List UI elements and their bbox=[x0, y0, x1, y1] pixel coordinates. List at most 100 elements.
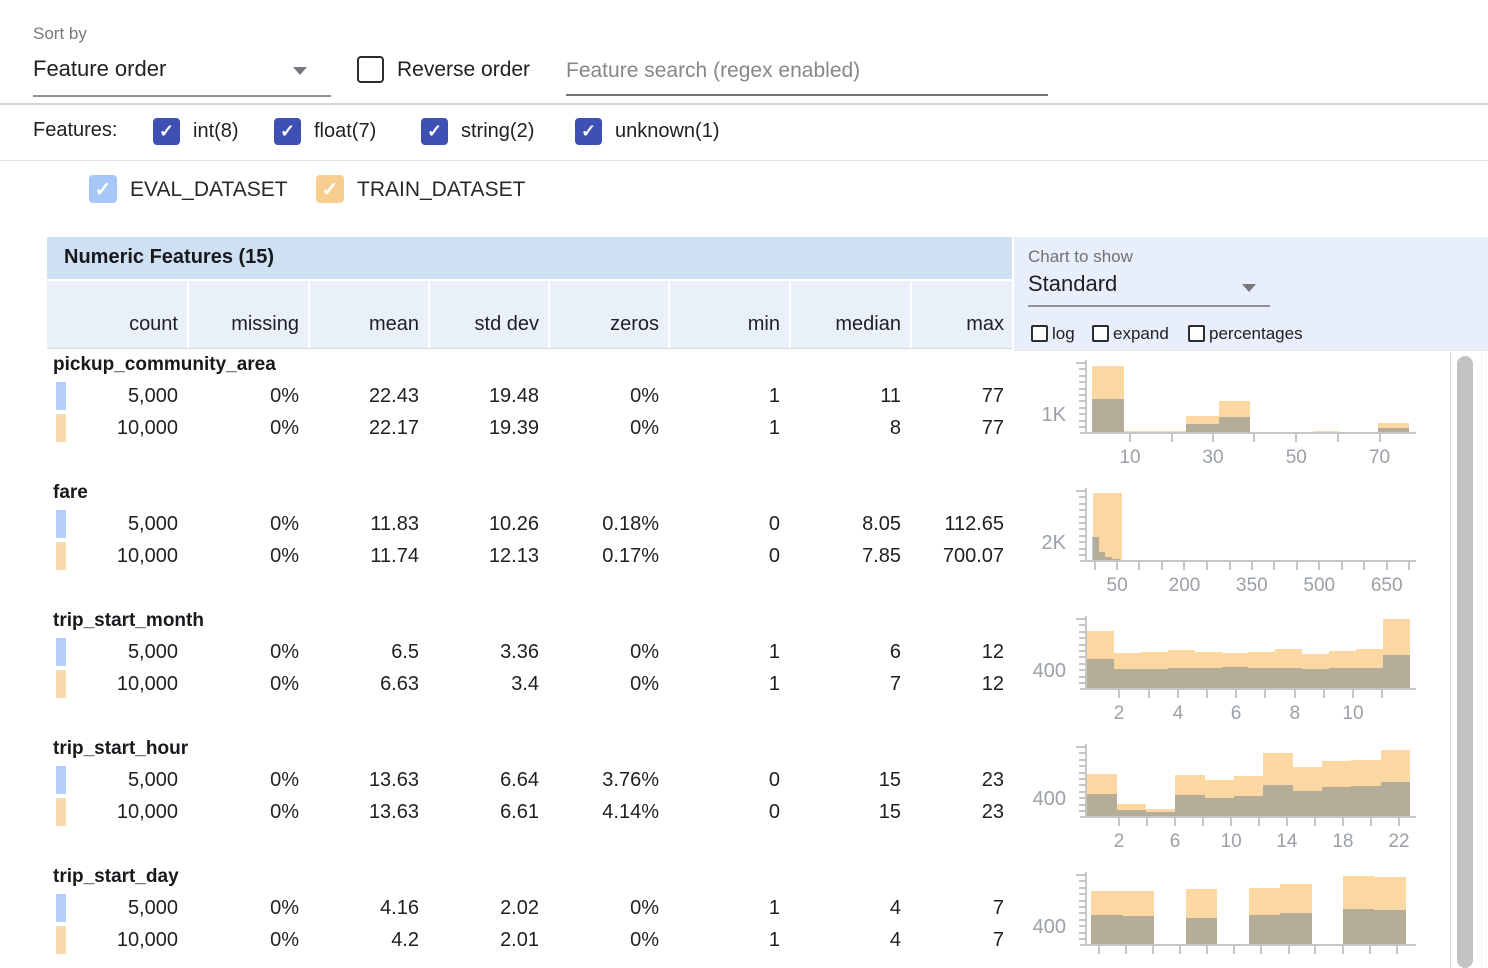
histogram-bar-eval_dataset bbox=[1186, 424, 1218, 432]
y-axis-tick bbox=[1079, 631, 1085, 633]
y-axis-tick bbox=[1079, 503, 1085, 505]
stats-column-header-row: countmissingmeanstd devzerosminmedianmax bbox=[47, 281, 1012, 348]
histogram-bar-eval_dataset bbox=[1091, 915, 1123, 944]
x-axis-tick bbox=[1183, 562, 1185, 570]
histogram-bar-eval_dataset bbox=[1112, 559, 1120, 560]
y-axis-tick bbox=[1076, 490, 1085, 492]
chart-option-checkbox-expand[interactable] bbox=[1092, 325, 1109, 342]
feature-type-checkbox-float[interactable]: ✓ bbox=[274, 118, 301, 145]
sort-select-underline bbox=[33, 95, 331, 97]
x-axis-tick bbox=[1230, 818, 1232, 826]
x-axis-line bbox=[1080, 560, 1416, 562]
y-axis-tick bbox=[1079, 682, 1085, 684]
y-axis-tick bbox=[1079, 548, 1085, 550]
feature-search-input[interactable] bbox=[566, 52, 1046, 90]
x-tick-label: 10 bbox=[1201, 831, 1261, 853]
y-axis-tick bbox=[1079, 381, 1085, 383]
x-axis-tick bbox=[1212, 434, 1214, 442]
chart-option-checkbox-log[interactable] bbox=[1031, 325, 1048, 342]
x-axis-tick bbox=[1098, 946, 1100, 954]
chart-type-select[interactable]: Standard bbox=[1028, 271, 1117, 297]
x-axis-tick bbox=[1202, 818, 1204, 826]
x-axis-tick bbox=[1116, 562, 1118, 570]
x-axis-tick bbox=[1138, 562, 1140, 570]
dataset-checkbox-eval_dataset[interactable]: ✓ bbox=[89, 175, 117, 203]
x-axis-tick bbox=[1129, 434, 1131, 442]
x-tick-label: 500 bbox=[1289, 575, 1349, 597]
x-axis-tick bbox=[1152, 946, 1154, 954]
feature-type-label-string: string(2) bbox=[461, 120, 534, 143]
histogram-trip_start_day: 400 bbox=[1014, 864, 1450, 968]
histogram-bar-eval_dataset bbox=[1146, 812, 1175, 816]
y-axis-tick bbox=[1079, 887, 1085, 889]
x-tick-label: 6 bbox=[1206, 703, 1266, 725]
feature-name: pickup_community_area bbox=[53, 354, 276, 376]
reverse-order-label: Reverse order bbox=[397, 58, 530, 82]
x-axis-tick bbox=[1094, 562, 1096, 570]
x-tick-label: 70 bbox=[1350, 447, 1410, 469]
x-axis-tick bbox=[1118, 690, 1120, 698]
dataset-checkbox-train_dataset[interactable]: ✓ bbox=[316, 175, 344, 203]
chevron-down-icon bbox=[1242, 284, 1256, 292]
chart-option-checkbox-percentages[interactable] bbox=[1188, 325, 1205, 342]
histogram-fare: 2K50200350500650 bbox=[1014, 480, 1450, 608]
stat-value-max: 7 bbox=[854, 897, 1004, 920]
scrollbar-track-border bbox=[1481, 352, 1482, 968]
numeric-features-title: Numeric Features (15) bbox=[64, 246, 274, 269]
histogram-bar-eval_dataset bbox=[1087, 794, 1116, 816]
y-axis-tick bbox=[1079, 426, 1085, 428]
x-axis-tick bbox=[1314, 946, 1316, 954]
column-separator bbox=[668, 281, 670, 348]
y-axis-tick bbox=[1079, 919, 1085, 921]
column-separator bbox=[428, 281, 430, 348]
x-axis-tick bbox=[1341, 562, 1343, 570]
x-tick-label: 650 bbox=[1357, 575, 1417, 597]
y-axis-tick bbox=[1079, 906, 1085, 908]
stat-value-max: 12 bbox=[854, 641, 1004, 664]
x-tick-label: 30 bbox=[1183, 447, 1243, 469]
histogram-bar-eval_dataset bbox=[1293, 791, 1322, 816]
feature-type-checkbox-string[interactable]: ✓ bbox=[421, 118, 448, 145]
x-axis-tick bbox=[1342, 818, 1344, 826]
y-axis-label: 1K bbox=[1016, 404, 1066, 427]
y-axis-tick bbox=[1079, 797, 1085, 799]
y-axis-tick bbox=[1079, 644, 1085, 646]
column-header-max: max bbox=[854, 313, 1004, 336]
column-separator bbox=[789, 281, 791, 348]
x-axis-tick bbox=[1260, 946, 1262, 954]
scrollbar-thumb[interactable] bbox=[1457, 356, 1473, 968]
feature-type-label-float: float(7) bbox=[314, 120, 376, 143]
y-axis-tick bbox=[1079, 400, 1085, 402]
sort-order-select[interactable]: Feature order bbox=[33, 54, 331, 94]
histogram-bar-eval_dataset bbox=[1186, 918, 1217, 944]
feature-type-checkbox-int[interactable]: ✓ bbox=[153, 118, 180, 145]
histogram-bar-eval_dataset bbox=[1280, 913, 1311, 944]
histogram-bar-eval_dataset bbox=[1378, 428, 1409, 432]
histogram-bar-eval_dataset bbox=[1195, 668, 1222, 688]
y-axis-tick bbox=[1079, 375, 1085, 377]
y-axis-tick bbox=[1079, 925, 1085, 927]
y-axis-tick bbox=[1079, 669, 1085, 671]
histogram-bar-eval_dataset bbox=[1087, 659, 1114, 688]
x-tick-label: 22 bbox=[1369, 831, 1429, 853]
x-axis-line bbox=[1080, 944, 1416, 946]
search-input-underline bbox=[566, 94, 1048, 96]
stat-value-max: 77 bbox=[854, 417, 1004, 440]
divider bbox=[0, 160, 1488, 161]
x-tick-label: 10 bbox=[1323, 703, 1383, 725]
histogram-bar-eval_dataset bbox=[1114, 669, 1141, 688]
x-axis-tick bbox=[1229, 562, 1231, 570]
histogram-bar-eval_dataset bbox=[1302, 669, 1329, 688]
y-axis-tick bbox=[1079, 650, 1085, 652]
divider bbox=[0, 103, 1488, 105]
x-axis-tick bbox=[1179, 946, 1181, 954]
y-axis-tick bbox=[1076, 746, 1085, 748]
reverse-order-checkbox[interactable] bbox=[357, 56, 384, 83]
y-axis-tick bbox=[1079, 676, 1085, 678]
x-axis-tick bbox=[1323, 690, 1325, 698]
chart-to-show-label: Chart to show bbox=[1028, 247, 1133, 267]
feature-type-checkbox-unknown[interactable]: ✓ bbox=[575, 118, 602, 145]
chart-option-label-expand: expand bbox=[1113, 324, 1169, 344]
dataset-label-eval_dataset: EVAL_DATASET bbox=[130, 178, 288, 202]
x-axis-tick bbox=[1177, 690, 1179, 698]
